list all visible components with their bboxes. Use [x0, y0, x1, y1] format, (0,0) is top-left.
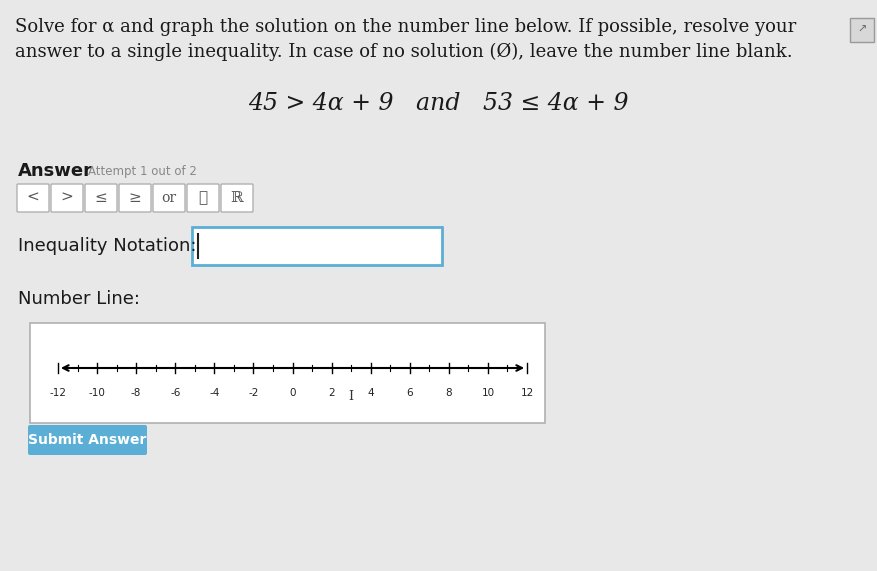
Text: 4: 4: [367, 388, 374, 398]
Text: I: I: [349, 390, 353, 403]
Text: -10: -10: [89, 388, 105, 398]
Text: Attempt 1 out of 2: Attempt 1 out of 2: [88, 164, 196, 178]
FancyBboxPatch shape: [17, 184, 49, 212]
Text: answer to a single inequality. In case of no solution (Ø), leave the number line: answer to a single inequality. In case o…: [15, 43, 793, 61]
Text: 2: 2: [328, 388, 335, 398]
Text: or: or: [161, 191, 176, 205]
FancyBboxPatch shape: [192, 227, 442, 265]
Text: ≥: ≥: [129, 191, 141, 205]
Text: 6: 6: [406, 388, 413, 398]
FancyBboxPatch shape: [187, 184, 219, 212]
Text: Inequality Notation:: Inequality Notation:: [18, 237, 196, 255]
Text: Solve for α and graph the solution on the number line below. If possible, resolv: Solve for α and graph the solution on th…: [15, 18, 796, 36]
FancyBboxPatch shape: [153, 184, 185, 212]
Text: 0: 0: [289, 388, 296, 398]
Text: -6: -6: [170, 388, 181, 398]
FancyBboxPatch shape: [30, 323, 545, 423]
Text: -8: -8: [131, 388, 141, 398]
Text: >: >: [61, 191, 74, 205]
Text: -12: -12: [49, 388, 67, 398]
FancyBboxPatch shape: [850, 18, 874, 42]
Text: -2: -2: [248, 388, 259, 398]
Text: -4: -4: [209, 388, 219, 398]
Text: Number Line:: Number Line:: [18, 290, 140, 308]
Text: ↗: ↗: [858, 25, 866, 35]
FancyBboxPatch shape: [119, 184, 151, 212]
Text: <: <: [26, 191, 39, 205]
FancyBboxPatch shape: [28, 425, 147, 455]
Text: ℝ: ℝ: [231, 191, 243, 205]
Text: ≤: ≤: [95, 191, 107, 205]
Text: 12: 12: [520, 388, 533, 398]
Text: 45 > 4α + 9   and   53 ≤ 4α + 9: 45 > 4α + 9 and 53 ≤ 4α + 9: [247, 91, 628, 115]
Text: 10: 10: [481, 388, 495, 398]
Text: Submit Answer: Submit Answer: [28, 433, 146, 447]
FancyBboxPatch shape: [51, 184, 83, 212]
FancyBboxPatch shape: [221, 184, 253, 212]
Text: ∅: ∅: [198, 191, 208, 205]
Text: Answer: Answer: [18, 162, 93, 180]
FancyBboxPatch shape: [85, 184, 117, 212]
Text: 8: 8: [446, 388, 453, 398]
